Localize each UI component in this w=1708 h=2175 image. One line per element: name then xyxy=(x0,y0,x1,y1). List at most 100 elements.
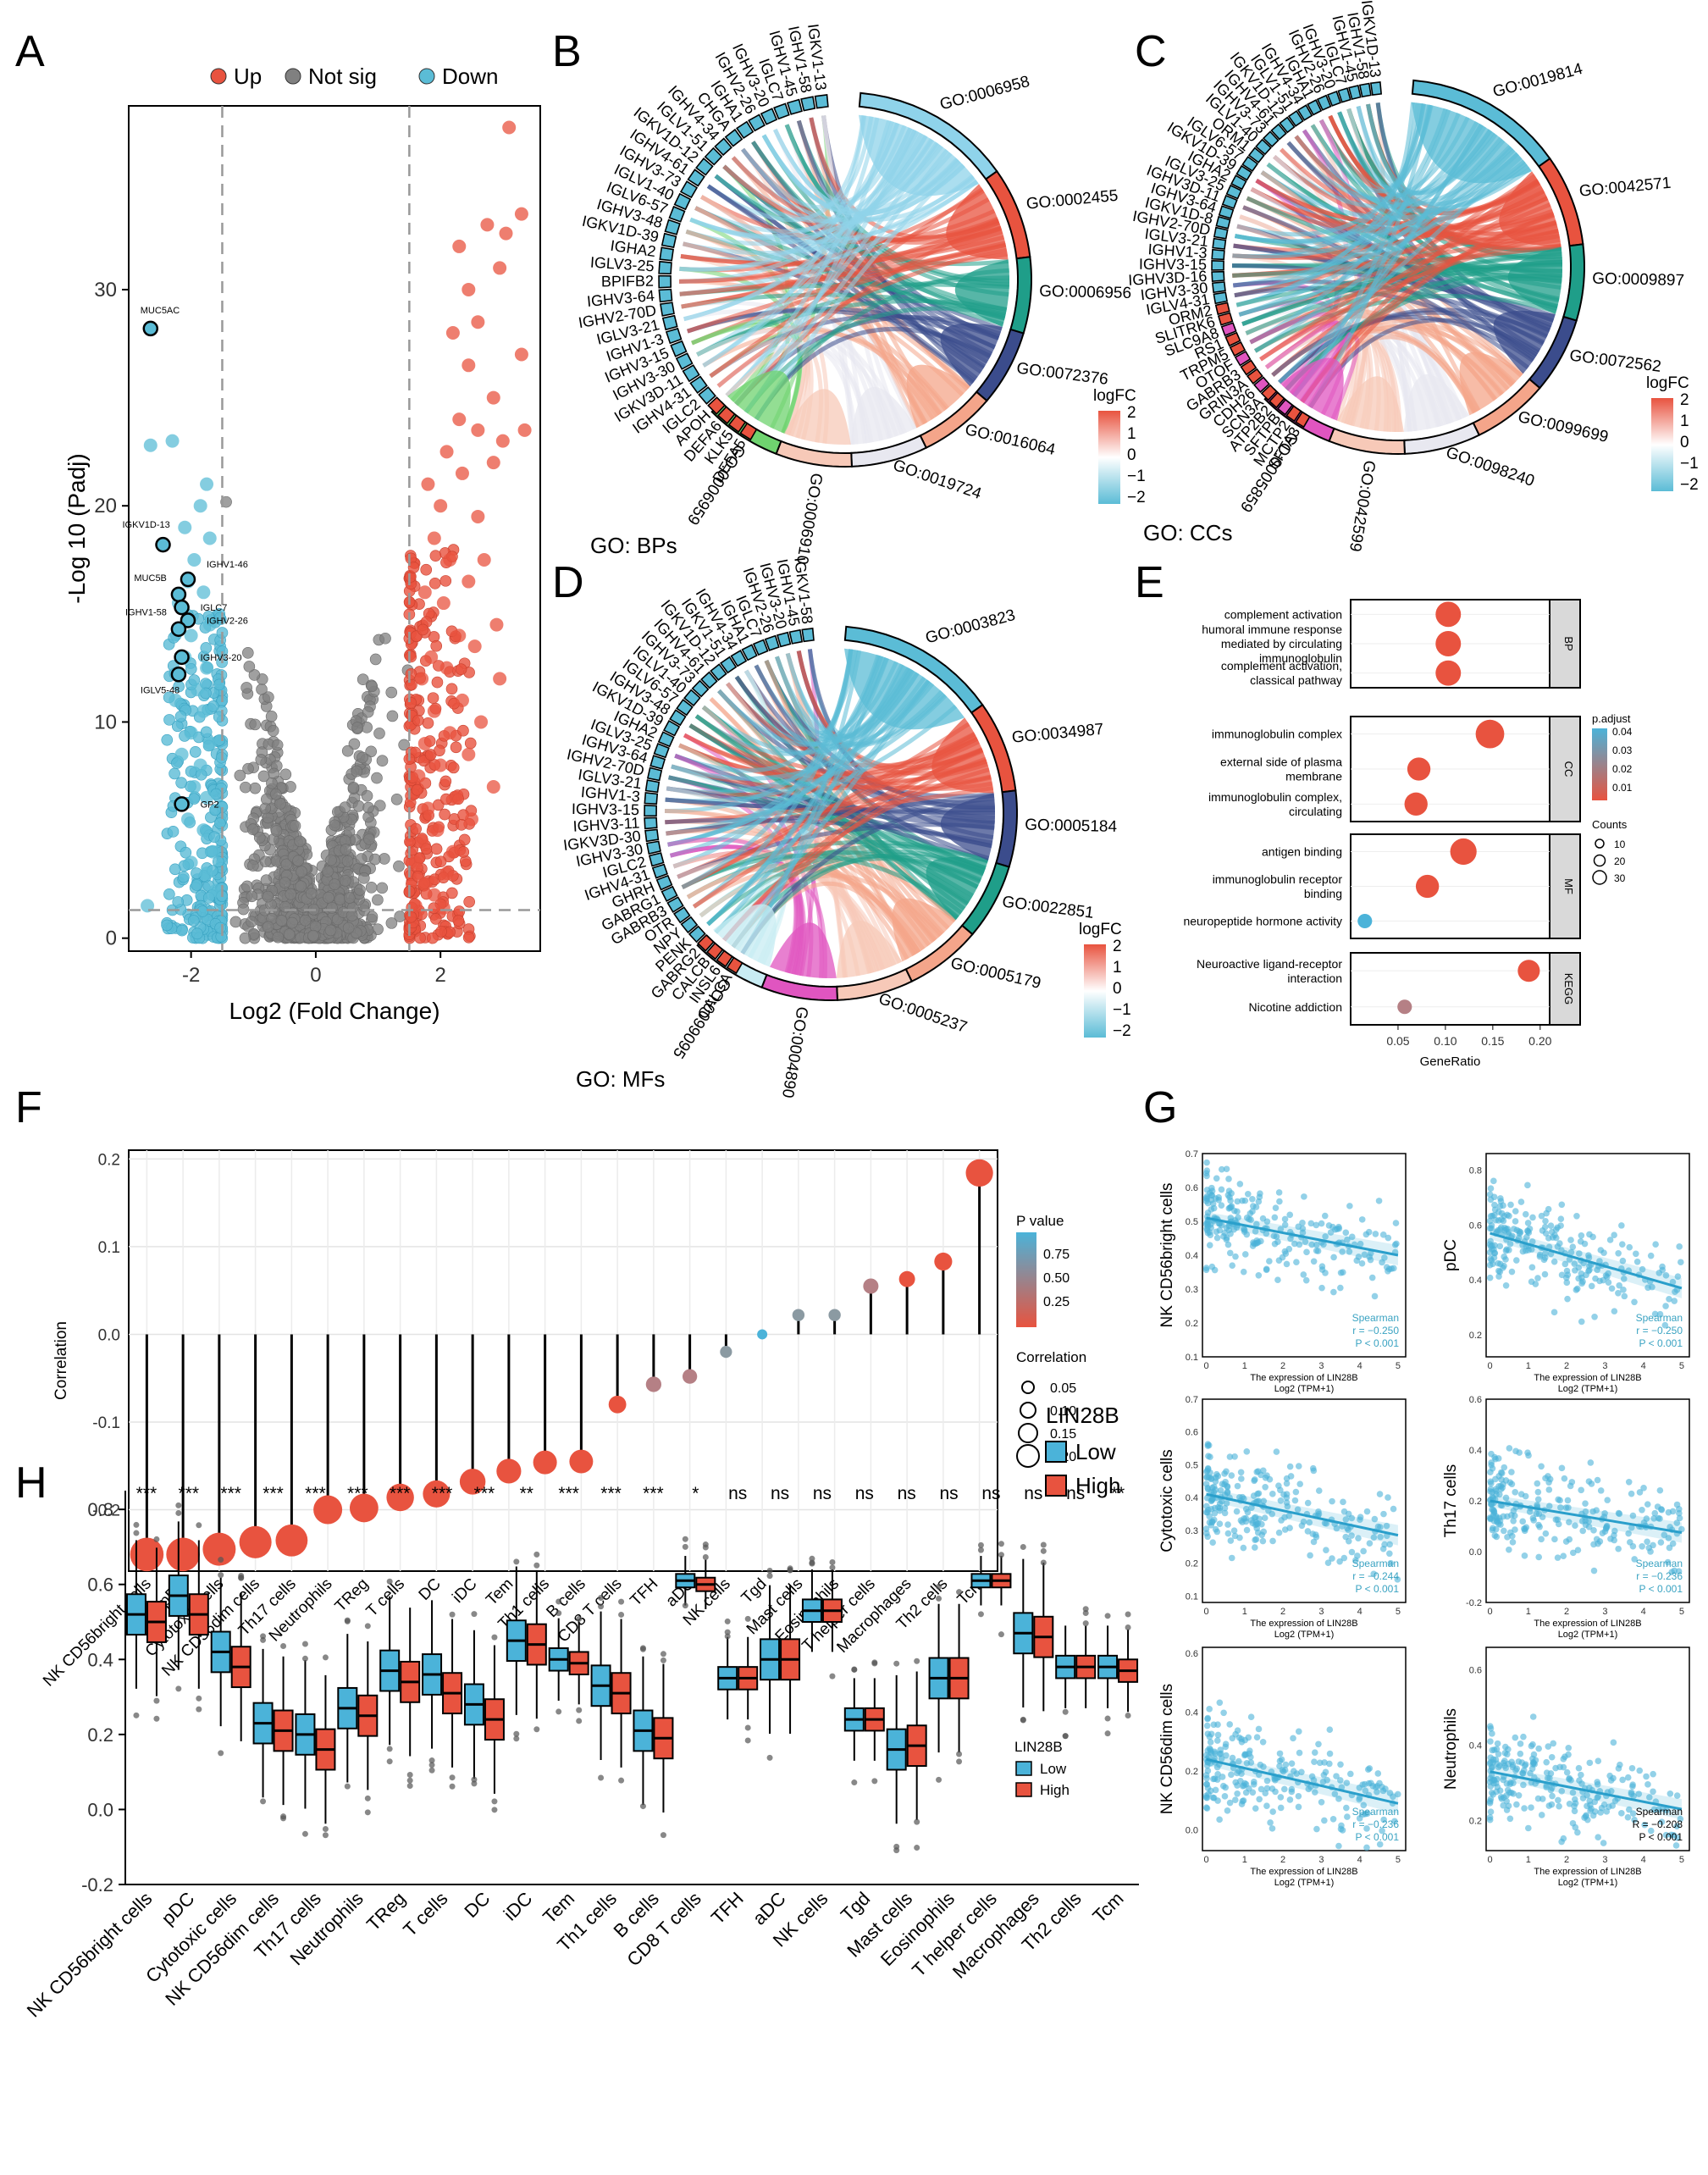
down-point xyxy=(161,733,174,746)
scatter-point xyxy=(1229,1262,1236,1270)
panel-letter-f: F xyxy=(15,1083,42,1132)
plot-frame xyxy=(128,1149,998,1572)
y-tick-label: 0.6 xyxy=(1469,1220,1482,1231)
down-point xyxy=(185,663,197,675)
scatter-point xyxy=(1203,1226,1211,1234)
scatter-point xyxy=(1588,1480,1595,1487)
point-label: IGLV5-48 xyxy=(141,685,180,695)
scatter-point xyxy=(1216,1507,1224,1514)
scatter-point xyxy=(1291,1497,1299,1504)
scatter-point xyxy=(1202,1772,1210,1779)
up-point xyxy=(452,412,467,427)
outlier-point xyxy=(639,1646,646,1652)
outlier-point xyxy=(133,1712,140,1718)
not-sig-point xyxy=(265,711,278,722)
term-ribbon xyxy=(858,114,980,196)
outlier-point xyxy=(491,1634,498,1641)
term-label: circulating xyxy=(1289,805,1342,818)
y-axis-title: Th17 cells xyxy=(1442,1464,1460,1538)
up-point xyxy=(465,812,478,827)
term-label: interaction xyxy=(1287,971,1342,985)
scatter-point xyxy=(1578,1280,1585,1287)
legend-tick: −2 xyxy=(1113,1022,1131,1040)
outlier-point xyxy=(1104,1613,1111,1619)
gene-arc xyxy=(670,340,688,357)
scatter-point xyxy=(1502,1281,1510,1289)
scatter-point xyxy=(1667,1790,1674,1797)
y-tick-label: 0.8 xyxy=(87,1499,113,1520)
scatter-point xyxy=(1380,1510,1387,1518)
scatter-point xyxy=(1563,1279,1571,1287)
scatter-point xyxy=(1207,1739,1214,1746)
enrichment-dot xyxy=(1450,838,1477,866)
scatter-point xyxy=(1551,1536,1558,1543)
up-point xyxy=(427,531,441,545)
scatter-point xyxy=(1543,1758,1550,1766)
legend-tick: 2 xyxy=(1127,404,1136,422)
scatter-point xyxy=(1213,1737,1221,1744)
scatter-point xyxy=(1258,1785,1265,1793)
down-point xyxy=(169,767,180,780)
scatter-point xyxy=(1555,1796,1562,1804)
up-point xyxy=(427,888,441,902)
scatter-point xyxy=(1307,1552,1313,1559)
term-label: GO:0042599 xyxy=(1346,459,1379,553)
term-label: neuropeptide hormone activity xyxy=(1183,915,1342,928)
outlier-point xyxy=(724,1629,731,1635)
lollipop-head xyxy=(239,1525,272,1558)
outlier-point xyxy=(1062,1733,1069,1740)
x-tick-label: 0 xyxy=(1203,1855,1208,1865)
outlier-point xyxy=(260,1798,267,1805)
outlier-point xyxy=(322,1832,329,1839)
term-ribbon xyxy=(770,922,837,978)
x-tick-label: 3 xyxy=(1602,1607,1607,1617)
outlier-point xyxy=(682,1602,688,1609)
scatter-point xyxy=(1491,1201,1498,1209)
scatter-point xyxy=(1376,1491,1384,1497)
scatter-point xyxy=(1495,1455,1502,1462)
scatter-point xyxy=(1633,1250,1639,1258)
scatter-point xyxy=(1390,1505,1397,1513)
scatter-point xyxy=(1656,1486,1664,1494)
scatter-point xyxy=(1486,1217,1494,1225)
scatter-point xyxy=(1227,1197,1234,1204)
down-point xyxy=(208,831,220,843)
y-tick-label: 0 xyxy=(106,927,117,950)
point-label: MUC5AC xyxy=(141,306,180,316)
legend-tick: 0.25 xyxy=(1043,1295,1070,1309)
x-axis-subtitle: Log2 (TPM+1) xyxy=(1274,1878,1335,1888)
up-point xyxy=(464,737,477,750)
down-point xyxy=(178,520,192,534)
scatter-point xyxy=(1295,1803,1302,1811)
scatter-point xyxy=(1501,1262,1507,1270)
scatter-point xyxy=(1204,1465,1212,1473)
gene-arc xyxy=(660,302,675,317)
outlier-point xyxy=(660,1651,666,1658)
scatter-point xyxy=(1296,1749,1303,1757)
gene-arc xyxy=(645,840,661,855)
scatter-point xyxy=(1513,1257,1520,1264)
scatter-point xyxy=(1509,1532,1516,1540)
outlier-point xyxy=(133,1530,140,1536)
outlier-point xyxy=(133,1521,140,1528)
scatter-point xyxy=(1673,1501,1681,1508)
scatter-point xyxy=(1303,1248,1310,1256)
x-tick-label: 1 xyxy=(1242,1855,1247,1865)
scatter-point xyxy=(1315,1741,1322,1748)
gene-arc xyxy=(644,779,661,794)
scatter-point xyxy=(1517,1741,1524,1747)
up-point xyxy=(463,895,475,908)
outlier-point xyxy=(196,1706,202,1713)
scatter-point xyxy=(1508,1469,1515,1475)
down-point xyxy=(196,847,208,860)
not-sig-point xyxy=(307,929,319,942)
outlier-point xyxy=(322,1654,329,1661)
x-tick-label: 0 xyxy=(1487,1607,1492,1617)
scatter-point xyxy=(1311,1758,1318,1765)
down-point xyxy=(189,745,202,758)
scatter-point xyxy=(1203,1474,1210,1481)
x-axis-subtitle: Log2 (TPM+1) xyxy=(1558,1878,1618,1888)
x-axis-title: The expression of LIN28B xyxy=(1250,1619,1357,1629)
scatter-point xyxy=(1501,1527,1507,1535)
